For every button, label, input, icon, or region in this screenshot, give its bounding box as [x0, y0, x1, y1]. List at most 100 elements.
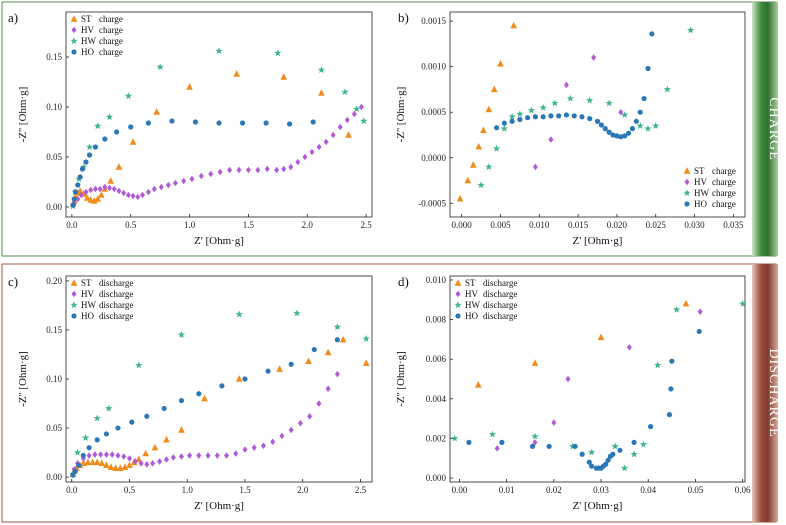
data-point [114, 129, 120, 135]
legend-marker-st [70, 279, 78, 286]
legend-key: ST [81, 278, 92, 288]
data-point [144, 461, 150, 468]
data-point [126, 461, 133, 469]
data-point [579, 114, 585, 120]
data-point [621, 464, 629, 472]
data-point [563, 81, 569, 89]
x-axis-label: Z' [Ohm·g] [573, 235, 623, 247]
data-point [492, 144, 501, 152]
data-point [98, 191, 105, 198]
legend-key: HW [694, 188, 709, 198]
data-point [115, 425, 121, 431]
data-point [196, 391, 202, 397]
legend-suffix: discharge [483, 278, 517, 288]
data-point [663, 85, 671, 93]
data-point [602, 126, 608, 132]
data-point [79, 166, 86, 172]
data-point [644, 124, 652, 132]
data-point [610, 451, 616, 457]
data-point [72, 468, 78, 474]
data-point [606, 129, 612, 135]
data-point [242, 376, 248, 382]
legend-key: HO [81, 47, 94, 57]
data-point [205, 452, 211, 459]
data-point [309, 148, 315, 156]
data-point [341, 88, 349, 96]
data-point [235, 310, 243, 318]
legend-suffix: discharge [99, 311, 133, 321]
x-tick-label: 0.000 [452, 220, 473, 230]
data-point [157, 458, 163, 465]
data-point [80, 163, 88, 171]
data-point [605, 99, 613, 107]
legend-key: ST [465, 278, 476, 288]
data-point [140, 191, 145, 199]
series-hv [532, 54, 624, 171]
plot-area [449, 275, 746, 483]
data-point [107, 177, 115, 184]
charge-band: CHARGE [752, 2, 781, 256]
data-point [633, 118, 639, 124]
data-point [103, 451, 109, 458]
legend-marker-st [683, 167, 691, 174]
data-point [637, 109, 643, 115]
panel-letter: c) [8, 274, 18, 289]
data-point [485, 163, 493, 170]
data-point [156, 63, 164, 71]
data-point [121, 453, 127, 460]
data-point [192, 119, 199, 125]
data-point [103, 431, 110, 437]
y-tick-label: 0.000 [426, 473, 447, 483]
data-point [165, 181, 171, 189]
data-point [565, 375, 571, 383]
data-point [488, 430, 497, 438]
data-point [93, 414, 101, 422]
data-point [83, 194, 91, 201]
data-point [274, 49, 282, 57]
data-point [227, 166, 233, 174]
data-point [150, 460, 156, 467]
x-tick-label: 0.01 [499, 485, 515, 495]
data-point [310, 119, 316, 125]
data-point [105, 404, 113, 412]
data-point [144, 413, 150, 419]
series-st [456, 21, 517, 202]
data-point [551, 419, 557, 426]
legend-marker-ho [71, 49, 77, 55]
data-point [330, 131, 336, 139]
data-point [276, 365, 283, 372]
data-point [510, 21, 517, 29]
x-tick-label: 0.010 [529, 220, 550, 230]
data-point [360, 117, 368, 125]
data-point [93, 458, 101, 466]
y-axis-label: -Z'' [Ohm·g] [17, 87, 29, 143]
data-point [605, 457, 611, 463]
panel-2: b) 0.000 0.005 0.010 0.015 0.020 0.025 0.030 0.0… [395, 10, 746, 247]
data-point [587, 116, 593, 122]
data-point [500, 124, 508, 132]
data-point [80, 459, 87, 467]
data-point [682, 299, 690, 307]
legend-suffix: charge [712, 199, 736, 209]
y-tick-label: 0.15 [46, 325, 62, 335]
data-point [532, 163, 538, 171]
data-point [546, 443, 552, 449]
legend-suffix: charge [99, 14, 123, 24]
data-point [251, 444, 257, 451]
data-point [297, 419, 303, 427]
data-point [451, 434, 459, 442]
data-point [198, 172, 204, 180]
data-point [163, 456, 169, 463]
legend-key: HV [81, 289, 94, 299]
legend-marker-hv [455, 290, 461, 298]
discharge-band-label: DISCHARGE [766, 348, 781, 437]
data-point [264, 165, 270, 173]
data-point [603, 461, 609, 467]
data-point [112, 464, 119, 471]
data-point [611, 442, 619, 450]
series-hw [451, 299, 747, 472]
data-point [186, 83, 193, 90]
data-point [158, 183, 164, 191]
data-point [318, 89, 325, 96]
data-point [531, 432, 539, 440]
